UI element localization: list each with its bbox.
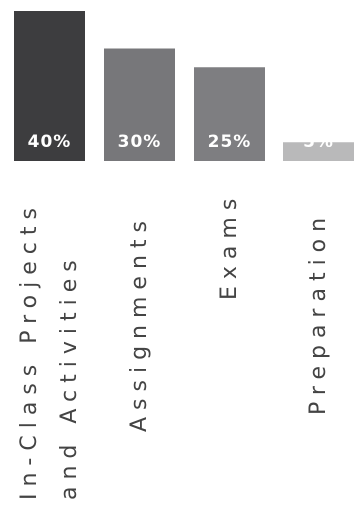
- category-label-in-class-projects: In-Class Projects: [17, 201, 42, 500]
- bars-group: [14, 11, 354, 161]
- value-label-preparation: 5%: [303, 132, 334, 152]
- bar-exams: [194, 67, 265, 161]
- bar-preparation: [283, 142, 354, 161]
- category-label-assignments: Assignments: [127, 214, 152, 432]
- bar-assignments: [104, 48, 175, 161]
- category-labels-group: In-Class Projects and Activities Assignmen…: [17, 192, 331, 500]
- bar-in-class-projects-and-activities: [14, 11, 85, 161]
- value-label-exams: 25%: [208, 132, 252, 152]
- value-labels-group: 40% 30% 25% 5%: [28, 132, 334, 152]
- category-label-exams: Exams: [217, 192, 242, 300]
- value-label-assignments: 30%: [118, 132, 162, 152]
- category-label-preparation: Preparation: [306, 211, 331, 415]
- value-label-in-class-projects-and-activities: 40%: [28, 132, 72, 152]
- category-label-and-activities: and Activities: [57, 253, 82, 500]
